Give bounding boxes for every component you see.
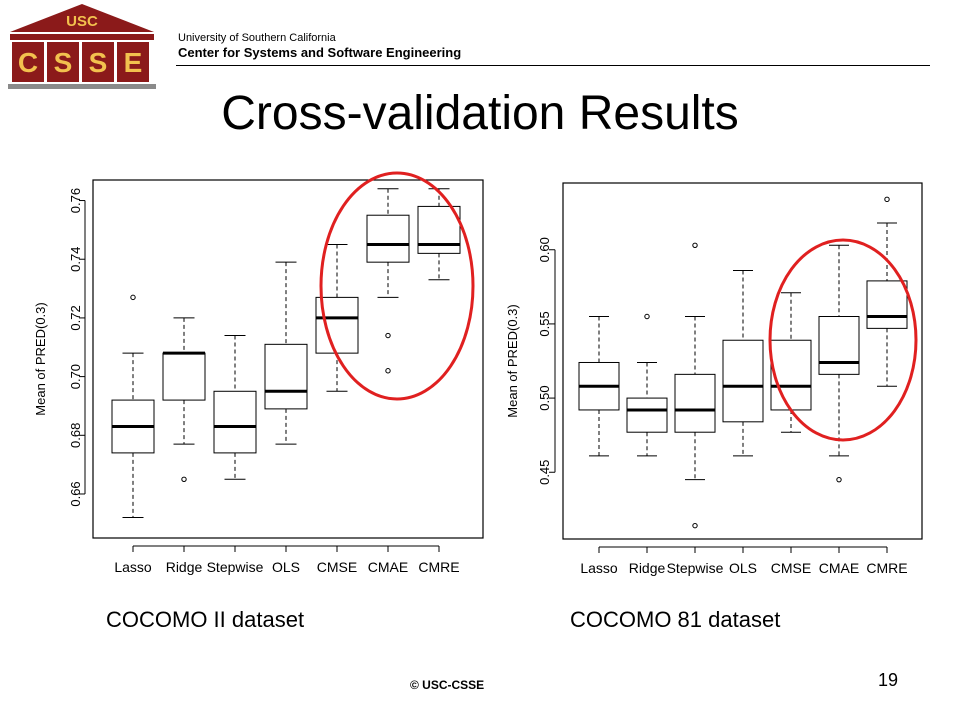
box-lasso: Lasso xyxy=(111,294,155,575)
copyright: © USC-CSSE xyxy=(410,678,485,692)
logo-letter: S xyxy=(89,47,108,78)
box-iqr xyxy=(866,280,908,329)
y-axis-label: Mean of PRED(0.3) xyxy=(33,302,48,415)
y-tick-label: 0.76 xyxy=(68,188,83,213)
x-tick-label: Stepwise xyxy=(207,559,264,575)
y-tick-label: 0.45 xyxy=(537,460,552,485)
x-tick-label: OLS xyxy=(272,559,300,575)
plot-frame xyxy=(92,179,484,539)
box-iqr xyxy=(162,352,206,401)
header-rule xyxy=(176,65,930,66)
highlight-circle-cocomo2 xyxy=(319,171,475,401)
box-iqr xyxy=(264,343,308,410)
y-tick-label: 0.72 xyxy=(68,305,83,330)
box-cmae: CMAE xyxy=(818,244,860,576)
x-tick-label: Ridge xyxy=(629,560,666,576)
box-iqr xyxy=(366,214,410,263)
slide-title: Cross-validation Results xyxy=(221,87,739,140)
cocomo2-boxplot: 0.66 0.68 0.70 0.72 0.74 0.76 Mean of PRED(0.3… xyxy=(33,179,484,575)
box-ols: OLS xyxy=(264,261,308,575)
x-tick-label: CMAE xyxy=(368,559,408,575)
outlier-point xyxy=(181,476,187,483)
outlier-point xyxy=(836,476,842,483)
center-name: Center for Systems and Software Engineer… xyxy=(178,45,462,60)
x-tick-label: CMRE xyxy=(418,559,459,575)
box-ridge: Ridge xyxy=(626,313,668,576)
x-tick-label: Lasso xyxy=(580,560,618,576)
logo-letter: S xyxy=(54,47,73,78)
x-tick-label: Lasso xyxy=(114,559,152,575)
highlight-circles xyxy=(319,171,918,442)
y-tick-label: 0.68 xyxy=(68,423,83,448)
outlier-point xyxy=(692,522,698,529)
outlier-point xyxy=(385,368,391,374)
box-stepwise: Stepwise xyxy=(667,242,724,576)
box-lasso: Lasso xyxy=(578,316,620,576)
x-tick-label: CMSE xyxy=(317,559,357,575)
cocomo81-boxplot: 0.45 0.50 0.55 0.60 Mean of PRED(0.3) Lasso Ri… xyxy=(505,182,923,576)
logo-roof xyxy=(10,4,154,32)
logo-usc-text: USC xyxy=(66,13,98,30)
logo-letter: C xyxy=(18,47,38,78)
box-cmre: CMRE xyxy=(866,196,908,576)
box-cmse: CMSE xyxy=(315,244,359,575)
box-cmse: CMSE xyxy=(770,292,812,576)
box-iqr xyxy=(722,339,764,423)
box-iqr xyxy=(674,373,716,433)
box-iqr xyxy=(626,397,668,433)
outlier-point xyxy=(884,196,890,203)
x-tick-label: OLS xyxy=(729,560,757,576)
highlight-circle-cocomo81 xyxy=(768,238,918,442)
y-axis-label: Mean of PRED(0.3) xyxy=(505,304,520,417)
usc-csse-logo: USC C S S E xyxy=(8,4,156,89)
y-tick-label: 0.66 xyxy=(68,481,83,506)
x-tick-label: Stepwise xyxy=(667,560,724,576)
caption-cocomo2: COCOMO II dataset xyxy=(106,607,305,632)
y-tick-label: 0.70 xyxy=(68,364,83,389)
box-stepwise: Stepwise xyxy=(207,335,264,575)
x-tick-label: Ridge xyxy=(166,559,203,575)
x-tick-label: CMSE xyxy=(771,560,811,576)
box-cmae: CMAE xyxy=(366,188,410,575)
caption-cocomo81: COCOMO 81 dataset xyxy=(570,607,781,632)
box-cmre: CMRE xyxy=(417,188,461,575)
logo-letter: E xyxy=(124,47,143,78)
outlier-point xyxy=(692,242,698,249)
university-name: University of Southern California xyxy=(178,32,336,44)
outlier-point xyxy=(385,332,391,339)
page-number: 19 xyxy=(878,670,899,690)
outlier-point xyxy=(130,294,136,301)
box-iqr xyxy=(770,339,812,411)
plot-frame xyxy=(562,182,923,540)
box-iqr xyxy=(818,316,860,375)
y-tick-label: 0.74 xyxy=(68,247,83,272)
x-tick-label: CMRE xyxy=(866,560,907,576)
y-tick-label: 0.60 xyxy=(537,237,552,262)
y-tick-label: 0.50 xyxy=(537,385,552,410)
y-tick-label: 0.55 xyxy=(537,311,552,336)
logo-letter-blocks: C S S E xyxy=(12,42,149,82)
box-ols: OLS xyxy=(722,270,764,576)
outlier-point xyxy=(644,313,650,320)
x-tick-label: CMAE xyxy=(819,560,859,576)
box-ridge: Ridge xyxy=(162,317,206,575)
box-iqr xyxy=(213,390,257,454)
